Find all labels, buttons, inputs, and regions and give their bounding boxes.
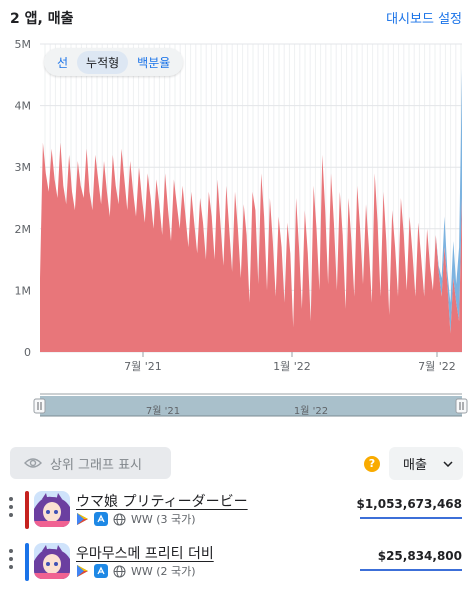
mode-option-line[interactable]: 선 — [57, 55, 69, 70]
metric-select-value: 매출 — [403, 458, 427, 473]
revenue-bar — [360, 569, 462, 571]
time-range-navigator[interactable]: 7월 '21 1월 '22 — [0, 390, 472, 426]
revenue-area-chart: 0 1M 2M 3M 4M 5M 7월 '21 1월 '22 7월 '22 — [15, 38, 462, 373]
app-region: WW (2 국가) — [131, 565, 196, 578]
series-color-bar — [25, 491, 29, 529]
drag-handle-icon[interactable] — [8, 497, 14, 523]
y-tick-label: 3M — [15, 161, 32, 174]
app-revenue: $1,053,673,468 — [356, 497, 462, 511]
app-store-info: WW (2 국가) — [76, 563, 196, 579]
app-store-info: WW (3 국가) — [76, 511, 196, 527]
help-icon[interactable]: ? — [364, 456, 380, 472]
globe-icon — [113, 565, 126, 577]
navigator-left-handle[interactable] — [33, 398, 46, 414]
series-color-bar — [25, 543, 29, 581]
mode-option-stacked[interactable]: 누적형 — [77, 50, 129, 74]
globe-icon — [113, 513, 126, 525]
y-tick-label: 1M — [15, 284, 32, 297]
x-tick-label: 1월 '22 — [273, 360, 311, 373]
app-revenue: $25,834,800 — [377, 549, 462, 563]
show-top-graph-label: 상위 그래프 표시 — [50, 457, 142, 473]
show-top-graph-button[interactable]: 상위 그래프 표시 — [10, 447, 171, 479]
list-item[interactable]: ウマ娘 プリティーダービー WW (3 국가) $1,053,673,468 — [0, 491, 472, 535]
y-tick-label: 5M — [15, 38, 32, 51]
series-area-1 — [40, 142, 462, 352]
app-region: WW (3 국가) — [131, 513, 196, 526]
google-play-icon — [77, 565, 88, 577]
revenue-bar — [360, 517, 462, 519]
eye-icon — [24, 458, 42, 468]
app-name-link[interactable]: ウマ娘 プリティーダービー — [76, 494, 248, 510]
chart-mode-toggle: 선 누적형 백분율 — [44, 48, 184, 76]
app-store-icon — [94, 512, 108, 526]
x-tick-label: 7월 '21 — [124, 360, 162, 373]
dashboard-settings-link[interactable]: 대시보드 설정 — [386, 12, 462, 27]
navigator-label: 7월 '21 — [146, 405, 180, 417]
y-tick-label: 2M — [15, 223, 32, 236]
google-play-icon — [77, 513, 88, 525]
metric-select[interactable]: 매출 — [389, 447, 463, 480]
navigator-range — [40, 396, 462, 416]
y-tick-label: 0 — [24, 346, 31, 359]
chevron-down-icon — [443, 460, 453, 467]
app-icon — [34, 491, 70, 527]
x-tick-label: 7월 '22 — [418, 360, 456, 373]
app-store-icon — [94, 564, 108, 578]
drag-handle-icon[interactable] — [8, 549, 14, 575]
navigator-right-handle[interactable] — [455, 398, 468, 414]
app-icon — [34, 543, 70, 579]
mode-option-percent[interactable]: 백분율 — [137, 55, 171, 70]
navigator-label: 1월 '22 — [294, 405, 328, 417]
list-item[interactable]: 우마무스메 프리티 더비 WW (2 국가) $25,834,800 — [0, 543, 472, 587]
y-tick-label: 4M — [15, 100, 32, 113]
app-name-link[interactable]: 우마무스메 프리티 더비 — [76, 546, 214, 562]
page-title: 2 앱, 매출 — [10, 11, 74, 27]
